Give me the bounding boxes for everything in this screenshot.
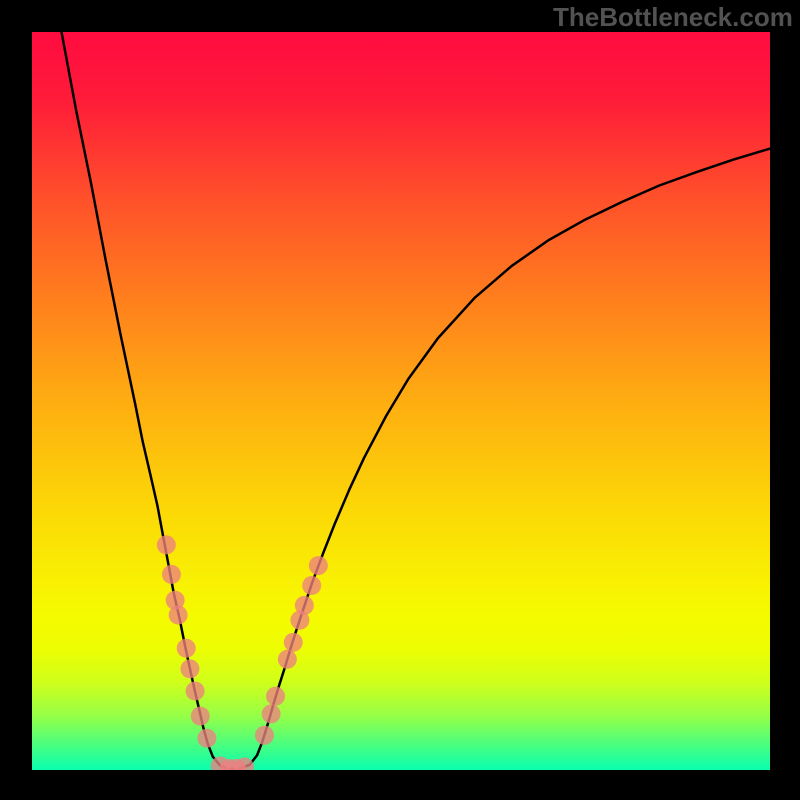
data-marker [262, 704, 281, 723]
data-marker [197, 729, 216, 748]
data-marker [191, 707, 210, 726]
data-marker [284, 633, 303, 652]
gradient-background [32, 32, 770, 770]
data-marker [255, 726, 274, 745]
data-marker [302, 576, 321, 595]
plot-area [32, 32, 770, 770]
data-marker [278, 650, 297, 669]
data-marker [169, 606, 188, 625]
data-marker [266, 687, 285, 706]
chart-container: TheBottleneck.com [0, 0, 800, 800]
watermark-label: TheBottleneck.com [553, 2, 793, 33]
data-marker [180, 659, 199, 678]
data-marker [177, 639, 196, 658]
data-marker [186, 682, 205, 701]
data-marker [157, 535, 176, 554]
data-marker [162, 565, 181, 584]
data-marker [295, 596, 314, 615]
data-marker [309, 556, 328, 575]
